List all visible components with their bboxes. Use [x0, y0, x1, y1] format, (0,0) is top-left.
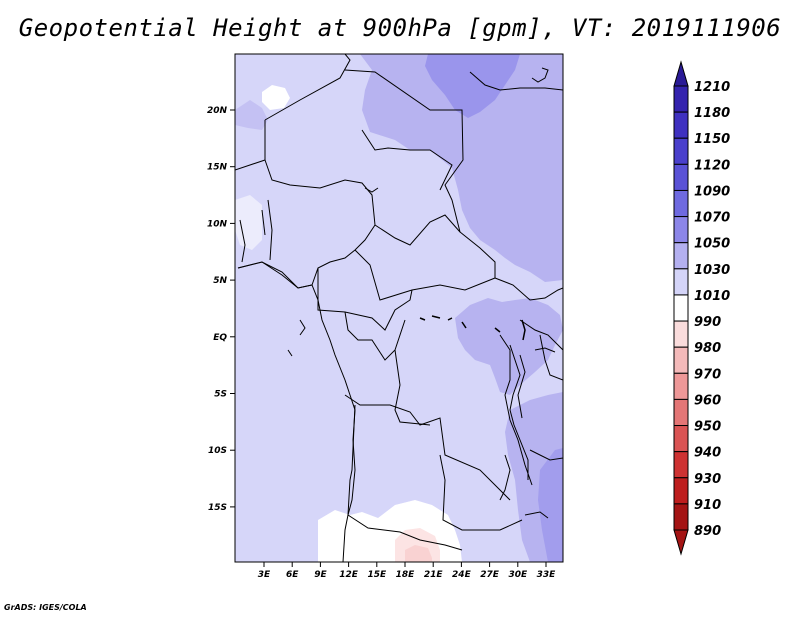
colorbar-segment	[673, 216, 689, 244]
height-field-white-nw	[262, 85, 290, 110]
lon-tick-label: 9E	[314, 570, 327, 580]
colorbar-bottom-arrow	[673, 529, 689, 556]
colorbar-label: 1210	[694, 80, 730, 95]
colorbar-label: 1150	[694, 132, 730, 147]
colorbar-segment	[673, 346, 689, 374]
colorbar-label: 990	[694, 315, 721, 330]
lat-tick-label: 20N	[207, 106, 228, 116]
colorbar-label: 1120	[694, 158, 730, 173]
colorbar-top-arrow	[673, 60, 689, 87]
height-field-1050	[425, 54, 520, 118]
lat-tick-label: 5N	[213, 276, 227, 286]
colorbar-segment	[673, 372, 689, 400]
colorbar-segment	[673, 320, 689, 348]
lat-tick-label: 15S	[208, 503, 227, 513]
colorbar-label: 910	[694, 498, 721, 513]
height-field-white-coast	[235, 195, 262, 250]
coastline	[237, 67, 556, 562]
lon-tick-label: 21E	[424, 570, 444, 580]
colorbar-segment	[673, 294, 689, 322]
map-panel	[235, 54, 563, 562]
lon-tick-label: 27E	[480, 570, 500, 580]
colorbar-segment	[673, 451, 689, 479]
colorbar-segment	[673, 189, 689, 218]
colorbar-segment	[673, 398, 689, 427]
map-title: Geopotential Height at 900hPa [gpm], VT:…	[18, 14, 782, 42]
colorbar-label: 1050	[694, 237, 730, 252]
country-borders	[235, 54, 563, 551]
lon-tick-label: 24E	[452, 570, 472, 580]
lat-tick-label: 10S	[208, 446, 227, 456]
colorbar-segment	[673, 242, 689, 270]
colorbar-label: 1030	[694, 263, 730, 278]
lon-tick-label: 6E	[286, 570, 299, 580]
lon-tick-label: 33E	[537, 570, 557, 580]
colorbar-segment	[673, 268, 689, 296]
lat-tick-label: 10N	[207, 219, 228, 229]
lon-tick-label: 18E	[396, 570, 416, 580]
colorbar-segment	[673, 503, 689, 531]
colorbar: 1210 1180 1150 1120 1090 1070 1050 1030 1010 990 9…	[673, 60, 730, 556]
lon-tick-label: 30E	[508, 570, 528, 580]
inland-water	[419, 315, 526, 341]
colorbar-segment	[673, 111, 689, 139]
colorbar-segment	[673, 477, 689, 505]
colorbar-label: 950	[694, 420, 721, 435]
colorbar-label: 1070	[694, 211, 730, 226]
colorbar-segment	[673, 425, 689, 453]
lat-tick-label: 15N	[207, 163, 228, 173]
grads-credit: GrADS: IGES/COLA	[4, 603, 87, 612]
colorbar-label: 940	[694, 446, 721, 461]
colorbar-label: 980	[694, 341, 721, 356]
colorbar-label: 1010	[694, 289, 730, 304]
lat-tick-label: 5S	[214, 390, 227, 400]
colorbar-label: 960	[694, 393, 721, 408]
colorbar-label: 930	[694, 472, 721, 487]
colorbar-segment	[673, 163, 689, 191]
lon-tick-label: 12E	[339, 570, 359, 580]
lon-tick-label: 3E	[258, 570, 271, 580]
latitude-axis: 20N 15N 10N 5N EQ 5S 10S 15S	[207, 106, 235, 513]
lon-tick-label: 15E	[367, 570, 387, 580]
colorbar-label: 1180	[694, 106, 730, 121]
height-field-1050-southeast	[538, 448, 563, 562]
height-field-980-south	[405, 545, 432, 562]
colorbar-segment	[673, 85, 689, 113]
lat-tick-label: EQ	[213, 333, 227, 343]
colorbar-segment	[673, 137, 689, 165]
colorbar-label: 890	[694, 524, 721, 539]
colorbar-label: 1090	[694, 184, 730, 199]
colorbar-label: 970	[694, 367, 721, 382]
height-field-1030-north	[360, 54, 563, 282]
longitude-axis: 3E 6E 9E 12E 15E 18E 21E 24E 27E 30E 33E	[258, 562, 556, 580]
height-field-1030-west	[235, 100, 268, 130]
map-frame	[234, 53, 564, 563]
height-field-1030-lakes	[455, 298, 563, 395]
